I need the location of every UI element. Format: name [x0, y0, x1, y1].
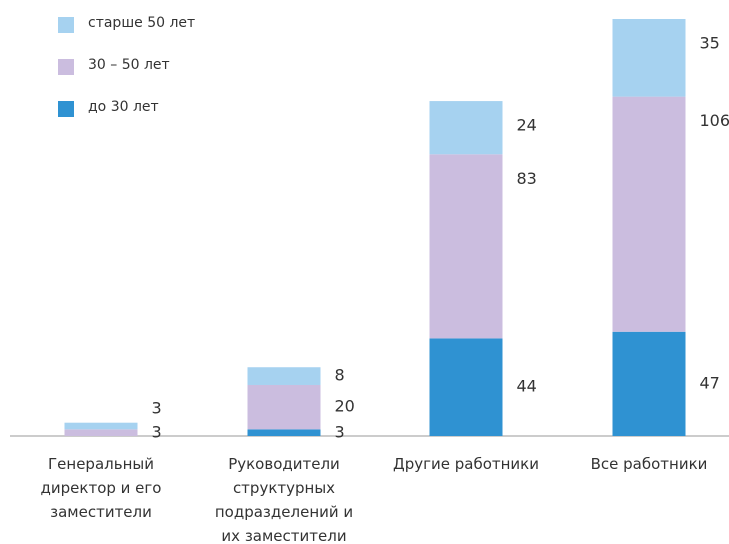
x-tick-label: Все работники — [590, 455, 708, 473]
bar-segment — [429, 338, 503, 436]
bar-segment — [64, 422, 138, 430]
legend-label: 30 – 50 лет — [88, 57, 170, 73]
bar-segment — [247, 429, 321, 436]
bar-segment — [612, 19, 686, 97]
value-label: 106 — [700, 111, 729, 130]
legend-swatch — [58, 17, 74, 33]
value-label: 20 — [335, 397, 355, 416]
bar-segment — [612, 331, 686, 436]
x-tick-label: Другие работники — [393, 455, 539, 473]
value-label: 24 — [517, 116, 537, 135]
bar-segment — [429, 154, 503, 339]
value-label: 8 — [335, 366, 345, 385]
bar-segment — [247, 384, 321, 430]
value-label: 3 — [152, 399, 162, 418]
value-label: 44 — [517, 377, 537, 396]
legend-swatch — [58, 101, 74, 117]
bar-segment — [429, 101, 503, 155]
value-label: 83 — [517, 169, 537, 188]
value-label: 3 — [335, 423, 345, 442]
legend-label: до 30 лет — [88, 99, 159, 115]
legend-label: старше 50 лет — [88, 15, 196, 31]
legend-swatch — [58, 59, 74, 75]
bar-segment — [612, 96, 686, 332]
bar-segment — [247, 367, 321, 385]
bar-segment — [64, 429, 138, 436]
value-label: 35 — [700, 34, 720, 53]
x-tick-label: Генеральный директор и его заместители — [40, 455, 162, 521]
value-label: 3 — [152, 423, 162, 442]
x-tick-label: Руководители структурных подразделений и… — [214, 455, 354, 544]
value-label: 47 — [700, 373, 720, 392]
